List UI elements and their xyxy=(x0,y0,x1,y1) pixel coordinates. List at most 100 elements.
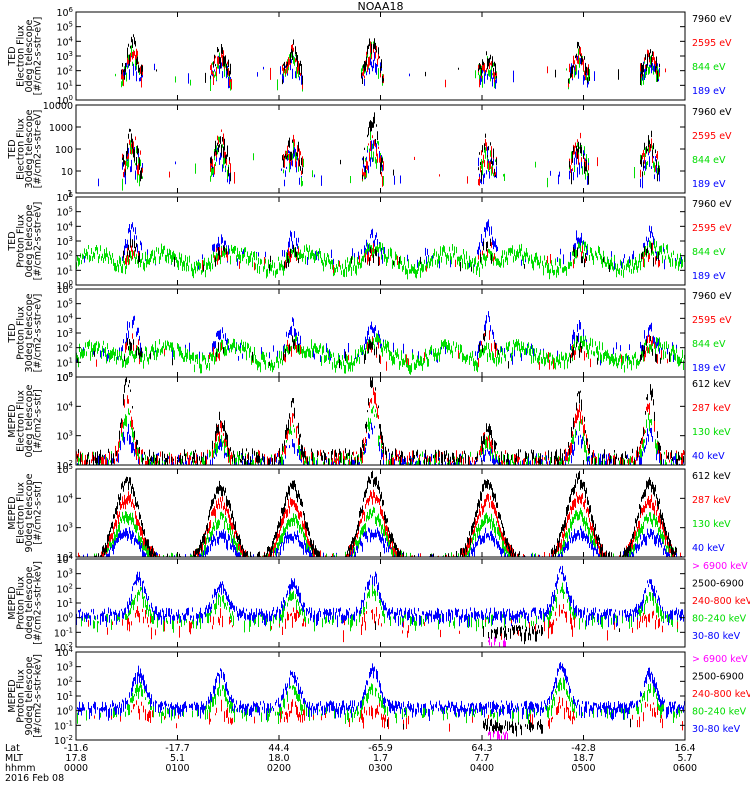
ytick-label-4-5: 104 xyxy=(56,312,73,325)
xaxis-value-3-3: 0200 xyxy=(267,763,291,774)
legend-3-1: 7960 eV xyxy=(692,199,732,210)
ylabel-5-1: MEPED xyxy=(7,404,18,437)
legend-2-1: 7960 eV xyxy=(692,107,732,118)
ytick-label-7-5: 102 xyxy=(56,582,73,595)
series-8-3 xyxy=(94,696,683,732)
ytick-label-3-7: 106 xyxy=(56,191,73,204)
ylabel-8-4: [#/cm2-s-str-keV] xyxy=(33,654,44,738)
panel-data-7 xyxy=(76,565,684,647)
legend-4-3: 844 eV xyxy=(692,339,726,350)
ytick-label-1-4: 103 xyxy=(56,50,73,63)
ylabel-7-3: 0deg telescope xyxy=(24,566,35,639)
ylabel-3-4: [#/cm2-s-str-eV] xyxy=(33,202,44,281)
xaxis-value-3-7: 0600 xyxy=(673,763,697,774)
series-8-4 xyxy=(77,677,682,724)
panel-data-5 xyxy=(76,377,685,465)
ytick-label-1-3: 102 xyxy=(56,65,73,78)
legend-5-1: 612 keV xyxy=(692,379,731,390)
ytick-label-3-5: 104 xyxy=(56,220,73,233)
ylabel-2-2: Electron Flux xyxy=(16,118,27,180)
ytick-label-2-2: 10 xyxy=(61,167,73,178)
xaxis-value-1-6: -42.8 xyxy=(571,743,596,754)
legend-6-3: 130 keV xyxy=(692,519,731,530)
ytick-label-4-2: 101 xyxy=(56,356,73,369)
legend-7-3: 240-800 keV xyxy=(692,596,750,607)
legend-1-4: 189 eV xyxy=(692,86,726,97)
ylabel-3-3: 0deg telescope xyxy=(24,204,35,277)
legend-4-4: 189 eV xyxy=(692,363,726,374)
ytick-label-8-7: 104 xyxy=(56,646,73,659)
series-6-3 xyxy=(94,506,674,557)
legend-4-2: 2595 eV xyxy=(692,315,732,326)
xaxis-value-2-1: 17.8 xyxy=(65,753,86,764)
legend-2-2: 2595 eV xyxy=(692,131,732,142)
ytick-label-4-7: 106 xyxy=(56,283,73,296)
legend-7-2: 2500-6900 xyxy=(692,579,744,590)
ytick-label-8-5: 102 xyxy=(56,675,73,688)
ytick-label-3-3: 102 xyxy=(56,250,73,263)
ytick-label-8-6: 103 xyxy=(56,661,73,674)
legend-8-5: 30-80 keV xyxy=(692,724,741,735)
series-3-3 xyxy=(76,239,685,280)
legend-4-1: 7960 eV xyxy=(692,291,732,302)
xaxis-value-3-2: 0100 xyxy=(165,763,189,774)
series-1-1 xyxy=(121,34,660,85)
xaxis-value-2-3: 18.0 xyxy=(268,753,289,764)
ytick-label-2-3: 100 xyxy=(55,145,73,156)
panel-data-1 xyxy=(115,34,666,92)
panel-data-8 xyxy=(77,662,685,740)
ytick-label-7-3: 100 xyxy=(56,612,73,625)
chart-title: NOAA18 xyxy=(357,0,403,13)
ytick-label-6-4: 105 xyxy=(56,463,73,476)
legend-7-1: > 6900 keV xyxy=(692,561,748,572)
legend-8-1: > 6900 keV xyxy=(692,654,748,665)
series-5-1 xyxy=(77,377,684,465)
series-6-1 xyxy=(94,470,682,557)
legend-3-3: 844 eV xyxy=(692,247,726,258)
ytick-label-4-3: 102 xyxy=(56,342,73,355)
ytick-label-7-6: 103 xyxy=(56,568,73,581)
ytick-label-6-3: 104 xyxy=(56,492,73,505)
xaxis-value-1-2: -17.7 xyxy=(165,743,190,754)
legend-5-3: 130 keV xyxy=(692,427,731,438)
ytick-label-7-7: 104 xyxy=(56,553,73,566)
ytick-label-1-5: 104 xyxy=(56,35,73,48)
xaxis-value-2-2: 5.1 xyxy=(170,753,185,764)
series-4-1 xyxy=(77,330,670,369)
ylabel-6-1: MEPED xyxy=(7,496,18,529)
xaxis-value-1-4: -65.9 xyxy=(368,743,393,754)
series-7-1 xyxy=(488,636,506,647)
legend-8-4: 80-240 keV xyxy=(692,707,747,718)
ylabel-4-3: 30deg telescope xyxy=(24,293,35,372)
ylabel-1-4: [#/cm2-s-str-eV] xyxy=(33,17,44,96)
legend-2-3: 844 eV xyxy=(692,155,726,166)
legend-3-2: 2595 eV xyxy=(692,223,732,234)
ytick-label-8-3: 100 xyxy=(56,705,73,718)
xaxis-row-label-3: hhmm xyxy=(5,763,36,774)
ytick-label-2-5: 10000 xyxy=(43,101,73,112)
panel-data-4 xyxy=(76,311,685,375)
xaxis-value-1-7: 16.4 xyxy=(674,743,695,754)
ytick-label-1-2: 101 xyxy=(56,79,73,92)
ytick-label-7-2: 10-1 xyxy=(54,626,73,639)
ytick-label-3-6: 105 xyxy=(56,206,73,219)
legend-7-5: 30-80 keV xyxy=(692,631,741,642)
ytick-label-7-4: 101 xyxy=(56,597,73,610)
panel-data-3 xyxy=(76,219,685,280)
xaxis-row-label-2: MLT xyxy=(5,753,23,764)
xaxis-row-label-1: Lat xyxy=(5,743,20,754)
ylabel-2-3: 30deg telescope xyxy=(24,109,35,188)
xaxis-value-2-7: 5.7 xyxy=(677,753,692,764)
series-8-2 xyxy=(387,718,631,737)
legend-3-4: 189 eV xyxy=(692,271,726,282)
panel-frame-3 xyxy=(75,196,686,286)
legend-8-3: 240-800 keV xyxy=(692,689,750,700)
ytick-label-5-2: 103 xyxy=(56,430,73,443)
ytick-label-8-2: 10-1 xyxy=(54,719,73,732)
ytick-label-4-6: 105 xyxy=(56,298,73,311)
ylabel-5-4: [#/cm2-s-str] xyxy=(33,389,44,452)
